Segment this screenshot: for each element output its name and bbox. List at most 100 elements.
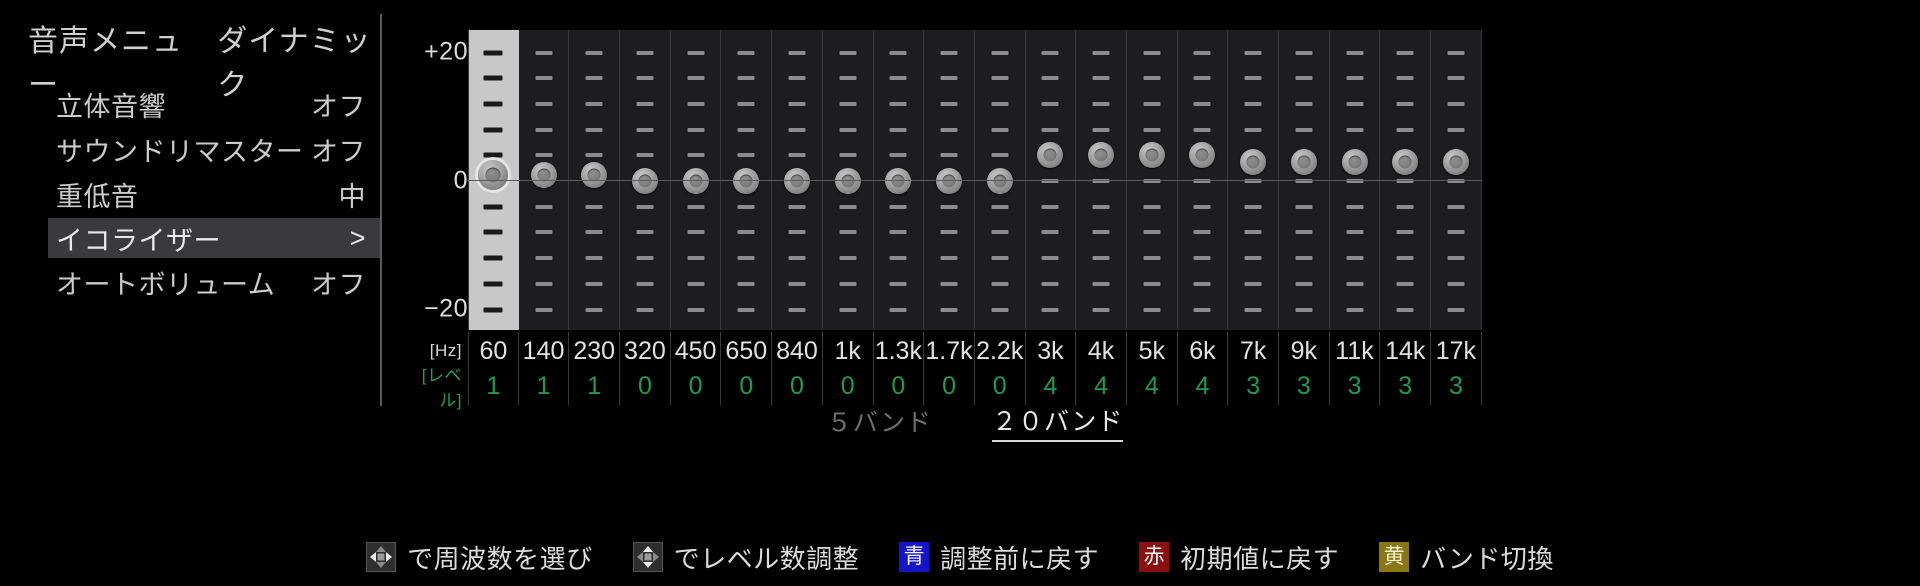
arrow-dn-icon [642,562,653,568]
slider-knob-230[interactable] [581,161,608,188]
tick-mark [1041,76,1059,81]
tick-mark [1244,256,1262,261]
tick-mark [483,255,503,261]
tick-mark [737,76,755,81]
tick-mark [1244,50,1262,55]
tick-mark [991,307,1009,312]
tick-mark [1447,76,1465,81]
band-mode-switch[interactable]: ５バンド ２０バンド [468,402,1482,442]
tick-mark [737,50,755,55]
slider-knob-11k[interactable] [1341,148,1368,175]
tick-mark [483,281,503,287]
tick-mark [737,127,755,132]
level-cell: 0 [874,367,925,405]
menu-item-5[interactable]: オートボリューム オフ [48,262,380,302]
slider-knob-6k[interactable] [1189,142,1216,169]
tick-mark [535,230,553,235]
tick-mark [1396,230,1414,235]
tick-mark [687,127,705,132]
slider-knob-650[interactable] [733,168,760,194]
tick-mark [636,307,654,312]
tick-mark [535,101,553,106]
tick-mark [737,281,755,286]
tick-mark [991,101,1009,106]
slider-knob-4k[interactable] [1088,142,1115,169]
tick-mark [585,281,603,286]
frequency-cell: 11k [1330,332,1381,370]
tick-mark [991,50,1009,55]
slider-knob-840[interactable] [783,168,810,194]
slider-knob-1k[interactable] [834,168,861,194]
level-cell: 1 [468,367,519,405]
slider-knob-60[interactable] [478,159,509,190]
slider-knob-9k[interactable] [1290,148,1317,175]
frequency-cell: 320 [620,332,671,370]
tick-mark [889,307,907,312]
slider-knob-1.7k[interactable] [936,168,963,194]
tick-mark [1295,101,1313,106]
tick-mark [839,230,857,235]
arrow-up-icon [376,546,387,552]
menu-item-1[interactable]: 立体音響 オフ [48,84,380,124]
slider-knob-2.2k[interactable] [986,168,1013,194]
slider-knob-450[interactable] [682,168,709,194]
frequency-cell: 4k [1076,332,1127,370]
menu-item-value: オフ [311,91,366,122]
color-key-badge[interactable]: 青 [899,542,930,572]
tick-mark [940,76,958,81]
level-cell: 4 [1026,367,1077,405]
slider-knob-14k[interactable] [1392,148,1419,175]
menu-item-label: イコライザー [56,225,221,256]
tick-mark [1092,307,1110,312]
frequency-cell: 1.7k [924,332,975,370]
band-option-2[interactable]: ２０バンド [992,402,1124,442]
tick-mark [839,101,857,106]
help-text: 調整前に戻す [940,543,1100,574]
tick-mark [1244,179,1262,183]
tick-mark [1346,50,1364,55]
tick-mark [991,256,1009,261]
frequency-cell: 5k [1127,332,1178,370]
tick-mark [636,50,654,55]
color-key-badge[interactable]: 赤 [1139,542,1170,572]
level-cell: 3 [1431,367,1482,405]
slider-knob-5k[interactable] [1138,142,1165,169]
tick-mark [1346,76,1364,81]
slider-track-ticks [1026,30,1076,330]
tick-mark [1244,281,1262,286]
axis-label-2: 0 [453,166,468,195]
menu-item-3[interactable]: 重低音 中 [48,174,380,214]
tick-mark [1346,230,1364,235]
slider-knob-3k[interactable] [1037,142,1064,169]
tick-mark [585,127,603,132]
tick-mark [737,153,755,158]
tick-mark [1346,281,1364,286]
tick-mark [1092,101,1110,106]
tick-mark [940,307,958,312]
help-text: でレベル数調整 [673,543,860,574]
menu-item-label: オートボリューム [56,269,276,300]
level-cell: 3 [1330,367,1381,405]
tick-mark [535,204,553,209]
slider-knob-17k[interactable] [1442,148,1469,175]
tick-mark [1346,256,1364,261]
tick-mark [535,281,553,286]
slider-knob-320[interactable] [631,168,658,194]
dpad-center-icon [644,553,652,561]
slider-knob-140[interactable] [530,161,557,188]
slider-knob-1.3k[interactable] [885,168,912,194]
level-cell: 3 [1228,367,1279,405]
tick-mark [1346,179,1364,183]
tick-mark [839,204,857,209]
menu-item-2[interactable]: サウンドリマスター オフ [48,129,380,169]
menu-item-4[interactable]: イコライザー > [48,218,380,258]
tick-mark [1193,179,1211,183]
tick-mark [1143,76,1161,81]
color-key-badge[interactable]: 黄 [1379,542,1410,572]
tick-mark [1143,307,1161,312]
zero-reference-line [468,180,1482,181]
tick-mark [535,50,553,55]
slider-knob-7k[interactable] [1240,148,1267,175]
tick-mark [1396,50,1414,55]
band-option-1[interactable]: ５バンド [826,409,932,437]
